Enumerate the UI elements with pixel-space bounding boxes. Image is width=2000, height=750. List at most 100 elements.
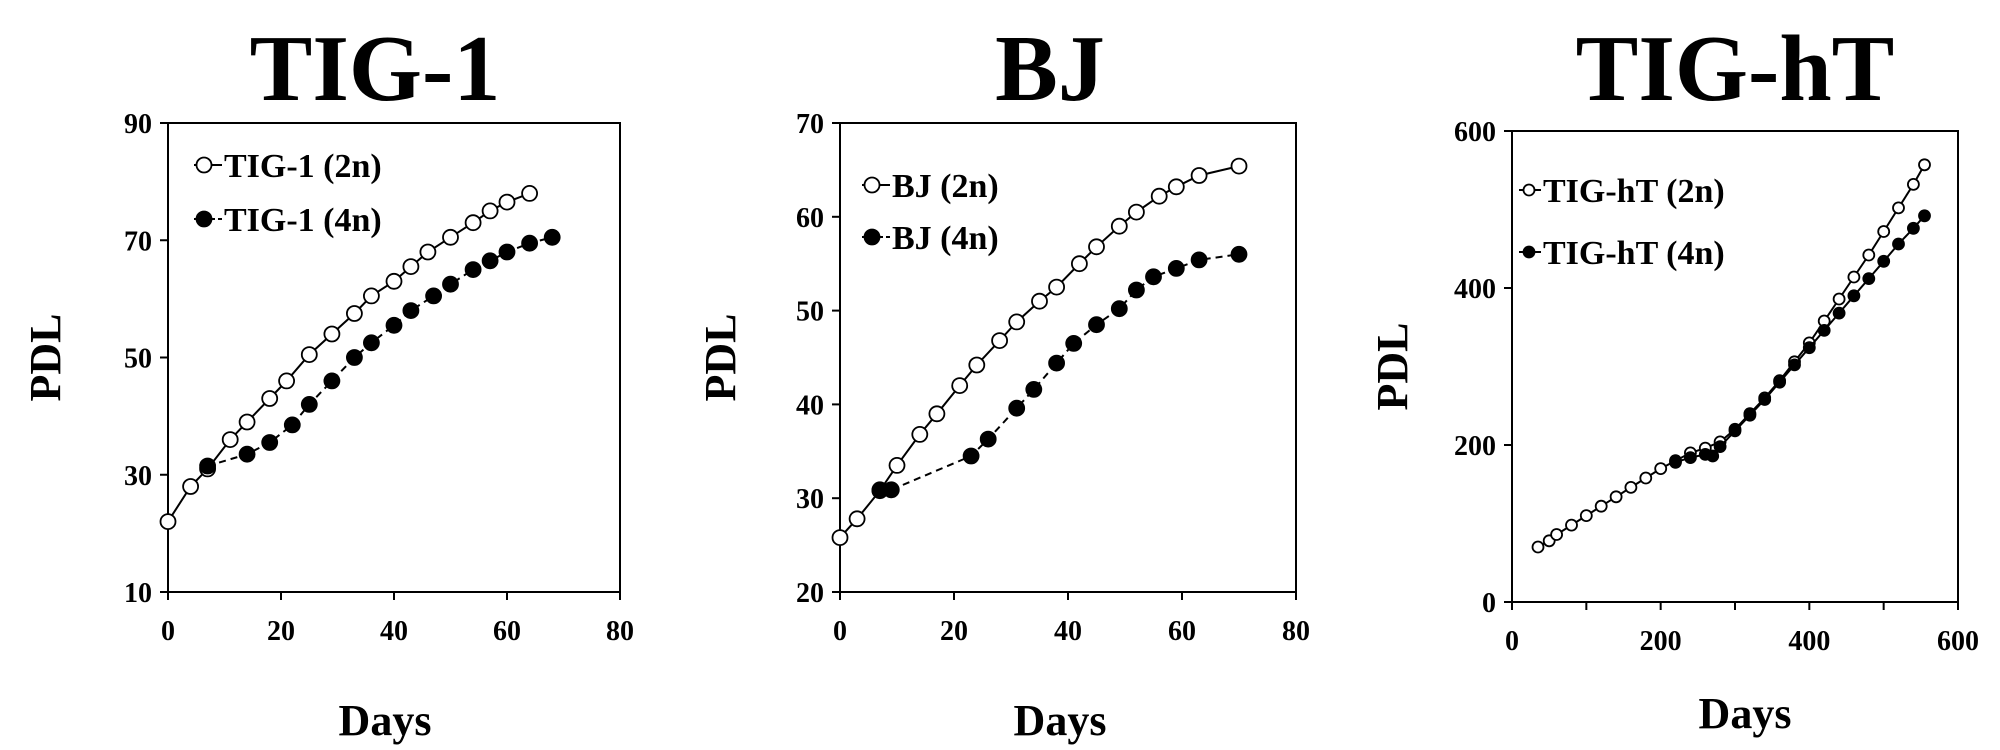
data-point: [1817, 323, 1831, 337]
data-point: [882, 481, 900, 499]
series-bj-2n: [831, 157, 1248, 546]
data-point: [464, 214, 482, 232]
data-point: [159, 513, 177, 530]
data-point: [402, 258, 420, 276]
x-tick-label: 40: [380, 616, 408, 647]
data-point: [362, 334, 380, 352]
data-point: [1847, 270, 1861, 284]
x-tick-label: 60: [493, 616, 521, 647]
data-point: [419, 243, 437, 261]
y-tick-label: 50: [796, 297, 824, 328]
data-point: [1048, 354, 1065, 372]
data-point: [385, 272, 403, 290]
data-point: [1728, 424, 1742, 438]
data-point: [1594, 499, 1608, 513]
data-point: [345, 349, 363, 366]
y-axis-label: PDL: [696, 314, 745, 402]
x-tick-label: 400: [1788, 626, 1830, 657]
legend: TIG-hT (2n) TIG-hT (4n): [1519, 173, 1725, 272]
data-point: [1758, 393, 1772, 406]
data-point: [199, 457, 217, 475]
data-point: [1128, 281, 1145, 299]
legend-marker: [195, 210, 213, 228]
x-tick-label: 20: [940, 616, 968, 647]
series-tig1-2n: [159, 184, 538, 530]
data-point: [442, 275, 459, 293]
data-point: [1008, 399, 1026, 417]
y-tick-label: 30: [796, 484, 824, 515]
y-tick-label: 20: [796, 578, 824, 609]
legend-label: TIG-1 (2n): [224, 148, 382, 185]
x-axis-label: Days: [1699, 689, 1792, 738]
data-point: [481, 252, 499, 270]
data-point: [1167, 178, 1185, 196]
data-point: [831, 529, 849, 546]
data-point: [1031, 292, 1048, 310]
x-tick-label: 0: [161, 616, 175, 647]
data-point: [425, 287, 443, 305]
data-point: [300, 346, 318, 364]
series-tig1-4n: [199, 228, 561, 475]
data-point: [928, 405, 946, 423]
data-point: [1145, 268, 1162, 286]
data-point: [979, 430, 997, 448]
data-point: [1110, 217, 1128, 235]
series-tight-4n: [1669, 209, 1931, 469]
data-point: [1918, 158, 1931, 172]
data-point: [498, 193, 516, 211]
data-point: [968, 356, 986, 374]
legend: BJ (2n) BJ (4n): [862, 168, 999, 257]
x-tick-label: 0: [1505, 626, 1519, 657]
y-axis-label: PDL: [1368, 323, 1417, 411]
legend-label: BJ (2n): [892, 168, 999, 205]
x-axis-label: Days: [339, 696, 432, 745]
data-point: [362, 287, 380, 305]
data-point: [1565, 518, 1578, 532]
data-point: [261, 434, 279, 451]
y-tick-label: 70: [124, 226, 152, 257]
data-point: [1684, 451, 1697, 465]
data-point: [1892, 237, 1905, 251]
legend-marker: [1522, 183, 1536, 197]
chart-title: TIG-1: [250, 17, 501, 121]
data-point: [481, 202, 499, 220]
data-point: [962, 447, 980, 465]
y-tick-label: 90: [124, 109, 152, 140]
x-tick-label: 0: [833, 616, 847, 647]
data-point: [1907, 177, 1920, 191]
y-tick-label: 400: [1454, 274, 1496, 305]
data-point: [1669, 455, 1682, 469]
chart-title: BJ: [995, 17, 1105, 121]
data-point: [238, 445, 256, 463]
data-point: [1743, 408, 1757, 422]
series-bj-4n: [871, 245, 1248, 499]
data-point: [521, 184, 538, 202]
legend-marker: [863, 176, 881, 194]
data-point: [1579, 509, 1593, 522]
data-point: [1877, 254, 1891, 268]
data-point: [911, 425, 929, 443]
data-point: [951, 377, 969, 395]
legend-label: BJ (4n): [892, 220, 999, 257]
x-tick-label: 20: [267, 616, 295, 647]
legend-marker: [195, 156, 213, 174]
data-point: [1531, 540, 1545, 554]
data-point: [1639, 471, 1653, 485]
data-point: [1877, 225, 1891, 238]
data-point: [1832, 306, 1846, 320]
y-tick-label: 10: [124, 578, 152, 609]
legend: TIG-1 (2n) TIG-1 (4n): [194, 148, 382, 239]
data-point: [1167, 259, 1185, 277]
data-point: [1609, 490, 1623, 504]
data-point: [1892, 201, 1905, 215]
y-tick-label: 200: [1454, 431, 1496, 462]
data-point: [1190, 251, 1208, 269]
data-point: [1862, 272, 1876, 286]
data-point: [1847, 289, 1861, 303]
series-line: [207, 236, 553, 467]
data-point: [1230, 245, 1248, 263]
data-point: [323, 372, 341, 390]
y-tick-label: 50: [124, 344, 152, 375]
